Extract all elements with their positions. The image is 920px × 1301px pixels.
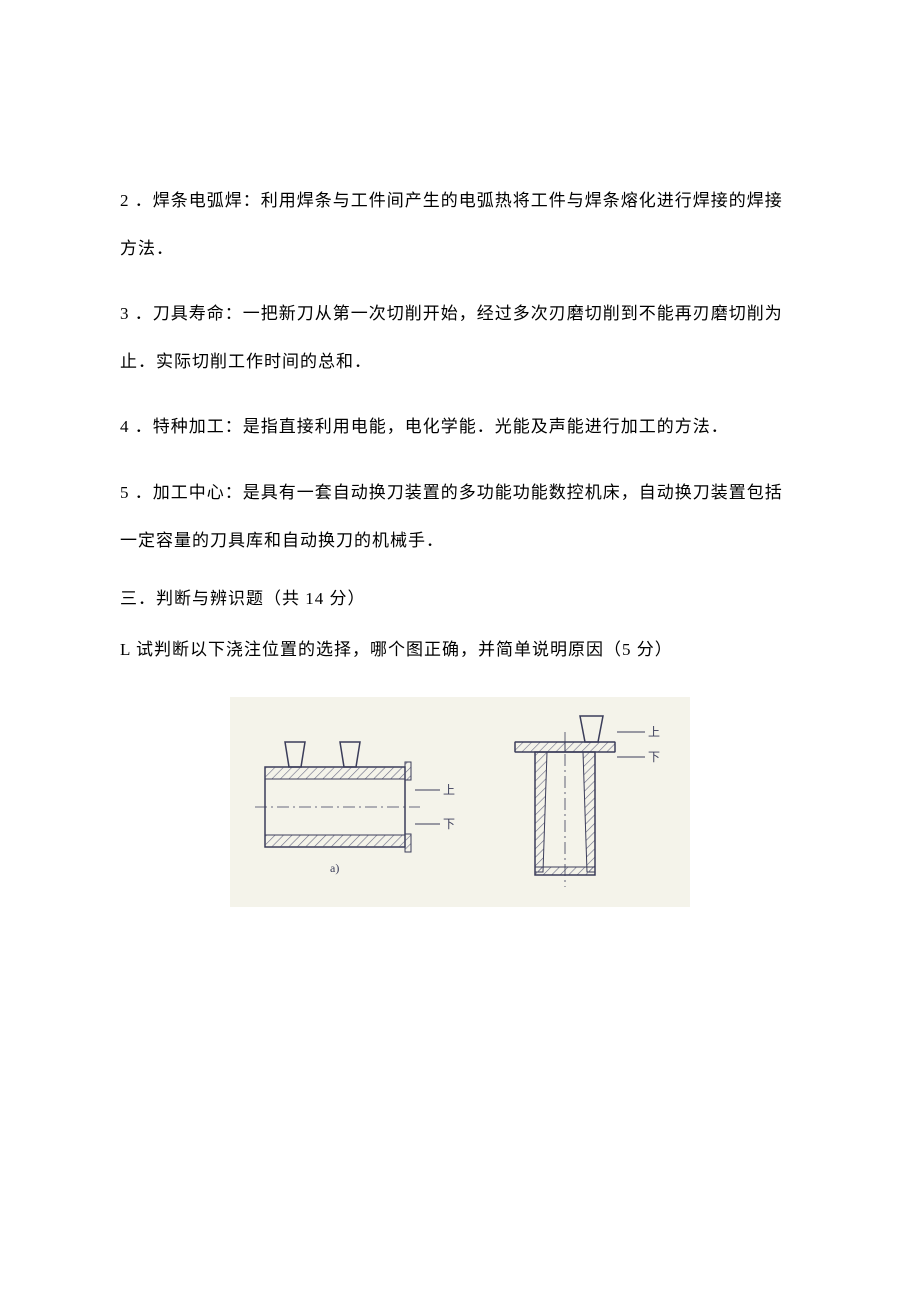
figure-container: 上 下 a) [120,697,800,907]
label-down-b: 下 [648,750,660,764]
section-3-question-1: L 试判断以下浇注位置的选择，哪个图正确，并简单说明原因（5 分） [120,633,800,667]
caption-a: a) [330,861,339,875]
label-up-b: 上 [648,725,660,739]
diagram-a: 上 下 a) [245,712,455,892]
diagram-b: 上 下 [495,702,675,902]
definition-item-5: 5 ．加工中心：是具有一套自动换刀装置的多功能功能数控机床，自动换刀装置包括一定… [120,469,800,564]
definition-item-2: 2 ．焊条电弧焊：利用焊条与工件间产生的电弧热将工件与焊条熔化进行焊接的焊接方法… [120,177,800,272]
label-up-a: 上 [443,783,455,797]
document-page: 2 ．焊条电弧焊：利用焊条与工件间产生的电弧热将工件与焊条熔化进行焊接的焊接方法… [0,0,920,1007]
definition-item-3: 3 ．刀具寿命：一把新刀从第一次切削开始，经过多次刃磨切削到不能再刃磨切削为止．… [120,290,800,385]
label-down-a: 下 [443,817,455,831]
definition-item-4: 4 ．特种加工：是指直接利用电能，电化学能．光能及声能进行加工的方法． [120,403,800,451]
section-3-heading: 三．判断与辨识题（共 14 分） [120,582,800,616]
figure-box: 上 下 a) [230,697,690,907]
